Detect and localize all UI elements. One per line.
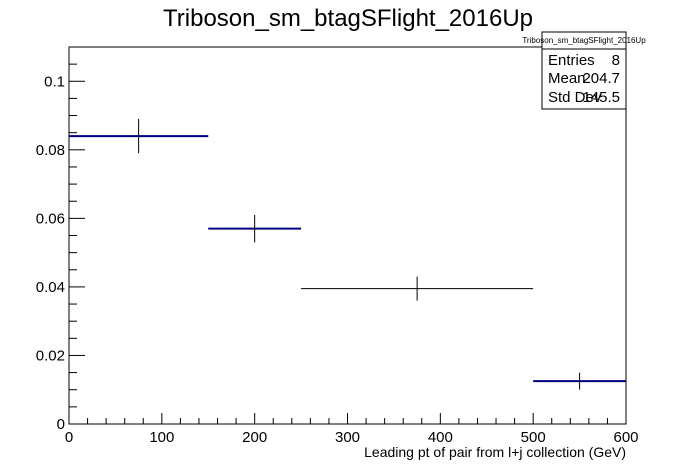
x-tick-label: 600 [613, 429, 638, 446]
stats-mean-label: Mean [548, 70, 586, 87]
stats-box-title: Triboson_sm_btagSFlight_2016Up [522, 36, 646, 45]
data-bin [69, 118, 209, 154]
data-bins [69, 118, 626, 390]
chart-title: Triboson_sm_btagSFlight_2016Up [163, 5, 533, 32]
x-tick-label: 200 [242, 429, 267, 446]
x-axis-label: Leading pt of pair from l+j collection (… [364, 444, 626, 460]
stats-box: Triboson_sm_btagSFlight_2016Up Entries 8… [522, 31, 646, 110]
x-tick-label: 100 [149, 429, 174, 446]
y-tick-label: 0.06 [36, 210, 65, 227]
y-tick-label: 0.08 [36, 142, 65, 159]
y-tick-label: 0.02 [36, 347, 65, 364]
data-bin [301, 276, 534, 301]
data-bin [533, 372, 626, 390]
stats-stddev-value: 145.5 [582, 89, 620, 106]
stats-box-frame [541, 31, 627, 110]
x-tick-label: 400 [428, 429, 453, 446]
y-tick-label: 0 [57, 416, 65, 433]
x-tick-label: 0 [65, 429, 73, 446]
x-tick-label: 500 [521, 429, 546, 446]
y-tick-label: 0.1 [44, 73, 65, 90]
y-tick-label: 0.04 [36, 279, 65, 296]
stats-stddev-label: Std Dev [548, 89, 602, 106]
stats-entries-value: 8 [612, 52, 620, 69]
stats-mean-value: 204.7 [582, 70, 620, 87]
x-tick-label: 300 [335, 429, 360, 446]
y-axis: 0 0.02 0.04 0.06 0.08 0.1 [36, 63, 85, 433]
stats-entries-label: Entries [548, 52, 595, 69]
x-axis: 0 100 200 300 400 500 600 [65, 413, 639, 446]
data-bin [208, 214, 302, 243]
